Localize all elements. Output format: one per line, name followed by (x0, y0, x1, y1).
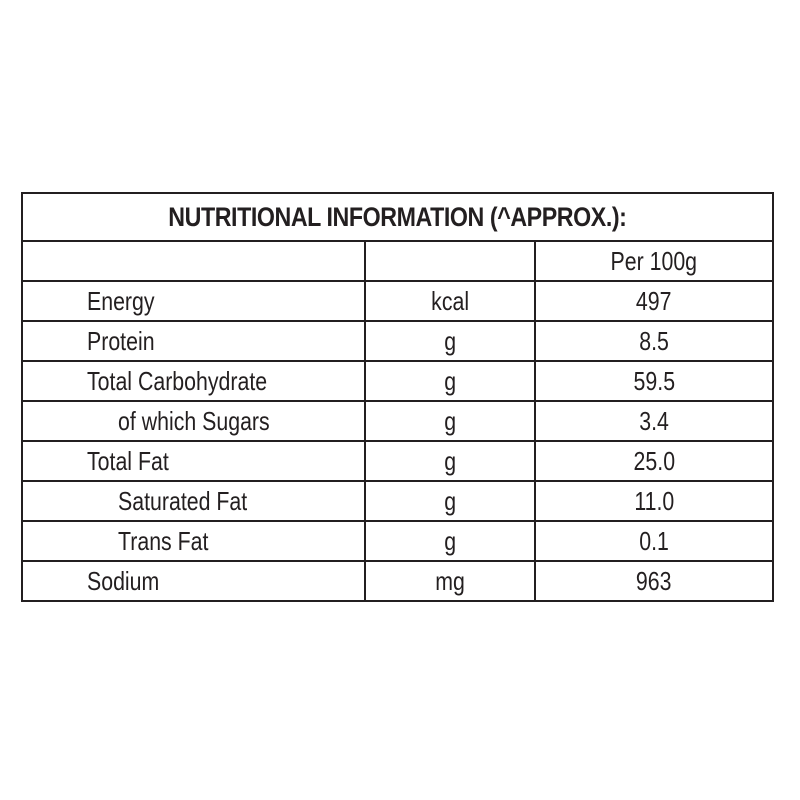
nutrient-value-cell: 0.1 (534, 520, 774, 562)
nutrient-unit-cell: g (363, 440, 537, 482)
nutrient-unit-cell: g (363, 360, 537, 402)
table-row: Saturated Fat g 11.0 (21, 480, 774, 522)
nutrient-name-cell: Trans Fat (21, 520, 366, 562)
nutrient-value: 963 (636, 566, 672, 596)
nutrient-name: Sodium (87, 566, 160, 596)
nutrient-name: of which Sugars (118, 406, 270, 436)
nutrient-unit: mg (435, 566, 465, 596)
nutrient-name: Saturated Fat (118, 486, 248, 516)
nutrient-name-cell: Saturated Fat (21, 480, 366, 522)
nutrient-value-cell: 497 (534, 280, 774, 322)
nutrient-name: Total Carbohydrate (87, 366, 268, 396)
nutrient-value-cell: 3.4 (534, 400, 774, 442)
nutrient-unit-cell: mg (363, 560, 537, 602)
header-value-cell: Per 100g (534, 240, 774, 282)
nutrient-unit: g (444, 366, 457, 396)
nutrient-value-cell: 11.0 (534, 480, 774, 522)
table-title-row: NUTRITIONAL INFORMATION (^APPROX.): (21, 192, 774, 242)
nutrient-unit-cell: g (363, 320, 537, 362)
nutrient-unit: g (444, 406, 457, 436)
nutrient-name-cell: Protein (21, 320, 366, 362)
nutrient-value: 25.0 (633, 446, 675, 476)
table-row: Energy kcal 497 (21, 280, 774, 322)
nutrient-unit: g (444, 326, 457, 356)
nutrient-value: 11.0 (634, 486, 675, 516)
nutrient-value-cell: 59.5 (534, 360, 774, 402)
nutrient-value: 59.5 (633, 366, 675, 396)
table-header-row: Per 100g (21, 240, 774, 282)
table-row: Total Carbohydrate g 59.5 (21, 360, 774, 402)
nutrient-name: Trans Fat (118, 526, 209, 556)
nutrient-value: 8.5 (639, 326, 669, 356)
nutrient-value-cell: 8.5 (534, 320, 774, 362)
nutrient-name-cell: Energy (21, 280, 366, 322)
header-unit-cell (363, 240, 537, 282)
table-row: Trans Fat g 0.1 (21, 520, 774, 562)
nutrient-unit: kcal (431, 286, 470, 316)
nutrient-name: Protein (87, 326, 155, 356)
nutrient-unit-cell: kcal (363, 280, 537, 322)
nutrient-name-cell: of which Sugars (21, 400, 366, 442)
nutrient-unit-cell: g (363, 520, 537, 562)
nutrient-name-cell: Sodium (21, 560, 366, 602)
nutrient-name-cell: Total Fat (21, 440, 366, 482)
nutrient-unit: g (444, 526, 457, 556)
nutrient-value-cell: 963 (534, 560, 774, 602)
nutrient-name: Total Fat (87, 446, 169, 476)
header-per-100g-label: Per 100g (610, 246, 698, 276)
table-row: of which Sugars g 3.4 (21, 400, 774, 442)
nutrient-value-cell: 25.0 (534, 440, 774, 482)
nutrient-unit-cell: g (363, 480, 537, 522)
nutrient-unit: g (444, 486, 457, 516)
nutrient-value: 497 (636, 286, 672, 316)
table-title: NUTRITIONAL INFORMATION (^APPROX.): (168, 201, 627, 232)
nutrient-name: Energy (87, 286, 155, 316)
nutrient-value: 3.4 (639, 406, 669, 436)
table-row: Total Fat g 25.0 (21, 440, 774, 482)
nutrient-unit: g (444, 446, 457, 476)
table-row: Sodium mg 963 (21, 560, 774, 602)
nutrient-name-cell: Total Carbohydrate (21, 360, 366, 402)
header-name-cell (21, 240, 366, 282)
nutrition-table: NUTRITIONAL INFORMATION (^APPROX.): Per … (21, 192, 774, 602)
nutrient-value: 0.1 (639, 526, 669, 556)
table-row: Protein g 8.5 (21, 320, 774, 362)
table-title-cell: NUTRITIONAL INFORMATION (^APPROX.): (21, 192, 774, 242)
nutrient-unit-cell: g (363, 400, 537, 442)
